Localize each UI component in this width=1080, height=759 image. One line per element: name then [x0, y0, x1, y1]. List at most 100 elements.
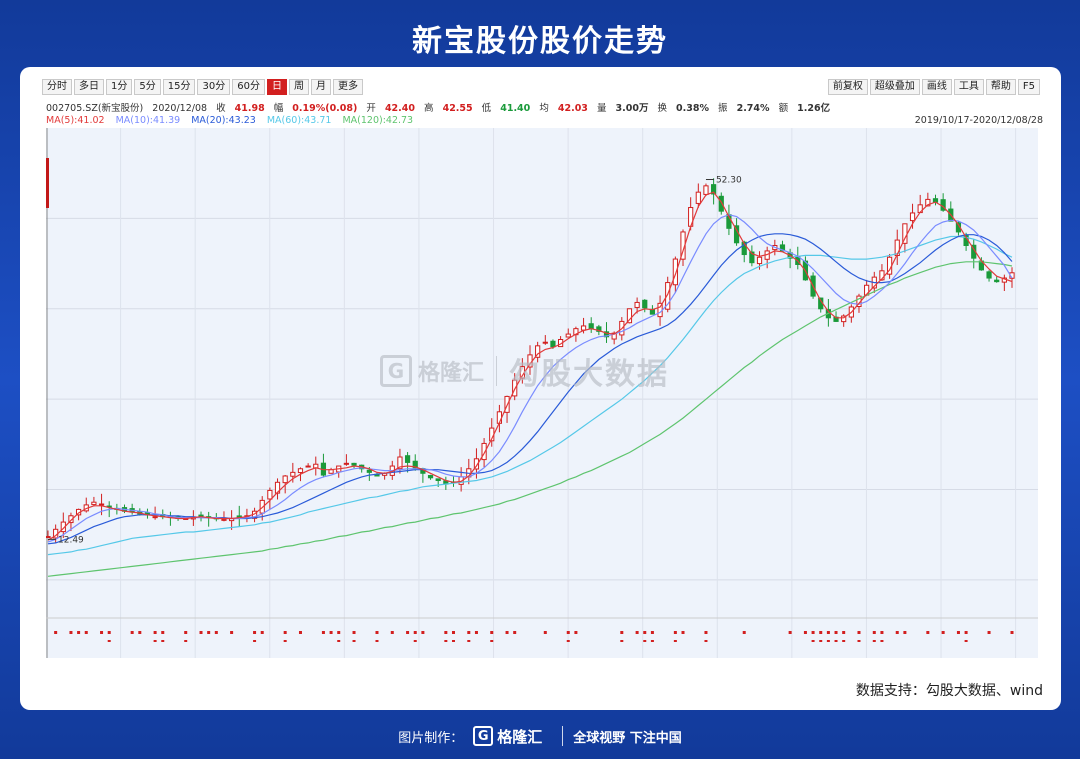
tool-button-0[interactable]: 前复权	[827, 79, 868, 95]
tool-button-4[interactable]: 帮助	[985, 79, 1016, 95]
signal-dot-12	[138, 631, 142, 634]
signal-dot-79	[650, 631, 654, 634]
signal-dot-37	[329, 631, 333, 634]
candle-body-88	[718, 195, 724, 212]
candle-body-78	[642, 299, 648, 309]
tool-button-5[interactable]: F5	[1017, 79, 1040, 95]
signal-dot-5	[84, 631, 88, 634]
period-button-1[interactable]: 多日	[74, 79, 104, 95]
candle-body-72	[596, 326, 602, 332]
tool-button-3[interactable]: 工具	[953, 79, 984, 95]
signal-dot2-104	[842, 640, 846, 642]
quote-info-row: 002705.SZ(新宝股份) 2020/12/08 收 41.98 幅 0.1…	[46, 100, 1046, 114]
period-button-10[interactable]: 更多	[332, 79, 363, 95]
candle-body-86	[703, 185, 709, 195]
annotation-label-1: 12.49	[58, 535, 84, 545]
candle-body-31	[282, 475, 288, 484]
signal-dot-86	[704, 631, 708, 634]
signal-dot-123	[987, 631, 991, 634]
page-title: 新宝股份股价走势	[412, 24, 668, 59]
candle-body-66	[550, 340, 556, 348]
signal-dot2-27	[253, 640, 257, 642]
period-toolbar: 分时 多日 1分 5分 15分 30分 60分日周月更多	[42, 79, 365, 95]
quote-date: 2020/12/08	[152, 103, 208, 114]
footer-logo: G 格隆汇	[473, 726, 542, 747]
signal-dot2-58	[490, 640, 494, 642]
candle-body-51	[435, 478, 441, 481]
candle-body-77	[634, 301, 640, 308]
period-button-0[interactable]: 分时	[42, 79, 72, 95]
signal-dot-45	[390, 631, 394, 634]
period-button-7[interactable]: 日	[266, 79, 287, 95]
toolbar: 分时 多日 1分 5分 15分 30分 60分日周月更多 前复权 超级叠加 画线 工具 帮助 F5	[42, 79, 1042, 95]
high-price: 高 42.55	[424, 103, 473, 114]
close-price: 收 41.98	[216, 103, 265, 114]
signal-dot2-68	[566, 640, 570, 642]
candle-body-74	[611, 332, 617, 340]
candle-body-32	[290, 471, 296, 477]
watermark: G 格隆汇 勾股大数据	[380, 349, 669, 393]
candle-body-33	[297, 468, 304, 474]
watermark-logo-icon: G	[380, 355, 412, 387]
footer-brand: 格隆汇	[497, 727, 543, 746]
period-button-4[interactable]: 15分	[162, 79, 196, 95]
signal-dot2-31	[283, 640, 287, 642]
signal-dot2-8	[107, 640, 111, 642]
candle-body-96	[779, 244, 786, 252]
candle-body-73	[603, 331, 610, 338]
candle-body-0	[45, 536, 51, 539]
date-range: 2019/10/17-2020/12/08/28	[914, 115, 1043, 126]
signal-dot-14	[153, 631, 157, 634]
candle-body-39	[343, 462, 349, 465]
tool-button-2[interactable]: 画线	[921, 79, 952, 95]
candle-body-104	[841, 315, 847, 323]
period-button-9[interactable]: 月	[310, 79, 331, 95]
signal-dot2-82	[673, 640, 677, 642]
period-button-8[interactable]: 周	[288, 79, 309, 95]
period-button-2[interactable]: 1分	[106, 79, 133, 95]
period-button-5[interactable]: 30分	[197, 79, 231, 95]
signal-dot2-15	[161, 640, 165, 642]
tools-toolbar: 前复权 超级叠加 画线 工具 帮助 F5	[827, 79, 1042, 95]
amount: 额 1.26亿	[778, 103, 831, 114]
signal-dot2-120	[964, 640, 968, 642]
candle-body-29	[267, 489, 273, 500]
candle-body-76	[626, 308, 633, 324]
ma5-line	[47, 191, 1013, 541]
legend-ma5: MA(5):41.02	[46, 115, 105, 126]
signal-dot2-86	[704, 640, 708, 642]
footer-slogan: 全球视野 下注中国	[573, 730, 682, 746]
axis-marker	[46, 158, 49, 208]
signal-dot2-40	[352, 640, 356, 642]
chart-area[interactable]: 52.30 12.49	[45, 128, 1038, 658]
signal-dot2-38	[337, 640, 341, 642]
candle-body-91	[741, 241, 747, 256]
plot-background	[46, 128, 1038, 658]
signal-dot-58	[490, 631, 494, 634]
turnover: 换 0.38%	[657, 103, 709, 114]
volume: 量 3.00万	[596, 103, 649, 114]
signal-dot-101	[819, 631, 823, 634]
footer-divider	[562, 726, 564, 746]
kline-chart[interactable]: 52.30 12.49	[45, 128, 1038, 658]
signal-dot-103	[834, 631, 838, 634]
signal-dot2-108	[872, 640, 876, 642]
period-button-6[interactable]: 60分	[232, 79, 265, 95]
candle-body-28	[259, 499, 265, 514]
signal-dot2-43	[375, 640, 379, 642]
signal-dot-117	[941, 631, 945, 634]
signal-dot2-55	[467, 640, 471, 642]
legend-ma60: MA(60):43.71	[266, 115, 332, 126]
tool-button-1[interactable]: 超级叠加	[869, 79, 920, 95]
chart-card: 分时 多日 1分 5分 15分 30分 60分日周月更多 前复权 超级叠加 画线 工具 帮助 F5 0…	[20, 67, 1061, 710]
candle-body-113	[909, 212, 916, 222]
signal-dot2-100	[811, 640, 815, 642]
period-button-3[interactable]: 5分	[134, 79, 161, 95]
signal-dot2-52	[444, 640, 448, 642]
candle-body-92	[749, 251, 755, 264]
candle-body-46	[397, 456, 403, 470]
legend-ma120: MA(120):42.73	[342, 115, 414, 126]
footer: 图片制作： G 格隆汇 全球视野 下注中国	[0, 722, 1080, 750]
amplitude: 振 2.74%	[718, 103, 770, 114]
signal-dot-82	[673, 631, 677, 634]
